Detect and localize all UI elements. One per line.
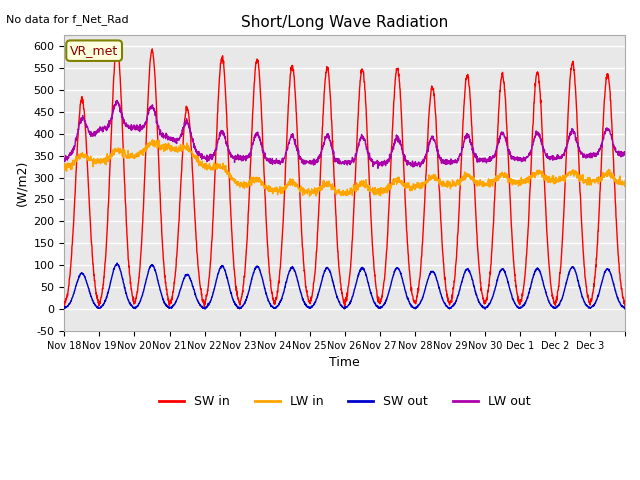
LW in bbox=[614, 178, 621, 184]
LW in bbox=[546, 177, 554, 182]
LW in bbox=[116, 145, 124, 151]
LW in bbox=[621, 178, 629, 183]
SW out bbox=[201, 306, 209, 312]
LW out bbox=[546, 156, 554, 162]
Legend: SW in, LW in, SW out, LW out: SW in, LW in, SW out, LW out bbox=[154, 390, 536, 413]
LW out bbox=[614, 150, 621, 156]
LW out bbox=[113, 97, 121, 103]
LW out bbox=[514, 158, 522, 164]
SW out bbox=[61, 305, 68, 311]
LW out bbox=[116, 109, 124, 115]
SW out bbox=[621, 306, 629, 312]
SW out bbox=[379, 303, 387, 309]
Text: VR_met: VR_met bbox=[70, 44, 118, 57]
SW out bbox=[116, 268, 124, 274]
SW in bbox=[545, 264, 553, 270]
Title: Short/Long Wave Radiation: Short/Long Wave Radiation bbox=[241, 15, 449, 30]
Line: SW in: SW in bbox=[65, 46, 625, 309]
LW in bbox=[61, 163, 68, 168]
SW in bbox=[621, 306, 629, 312]
LW in bbox=[514, 180, 522, 185]
SW in bbox=[514, 293, 522, 299]
LW out bbox=[379, 163, 387, 168]
SW out bbox=[514, 304, 522, 310]
SW out bbox=[113, 260, 121, 266]
Line: SW out: SW out bbox=[65, 263, 625, 309]
SW out bbox=[238, 304, 246, 310]
Y-axis label: (W/m2): (W/m2) bbox=[15, 160, 28, 206]
LW out bbox=[621, 149, 629, 155]
LW in bbox=[306, 193, 314, 199]
SW in bbox=[238, 295, 246, 300]
SW in bbox=[113, 43, 120, 48]
LW out bbox=[61, 158, 68, 164]
SW out bbox=[546, 300, 554, 305]
LW in bbox=[148, 137, 156, 143]
LW out bbox=[374, 166, 382, 171]
SW in bbox=[613, 235, 621, 241]
Line: LW out: LW out bbox=[65, 100, 625, 168]
Line: LW in: LW in bbox=[65, 140, 625, 196]
X-axis label: Time: Time bbox=[330, 356, 360, 369]
LW in bbox=[379, 186, 387, 192]
SW out bbox=[614, 295, 621, 301]
SW in bbox=[379, 290, 387, 296]
SW in bbox=[61, 305, 68, 311]
Text: No data for f_Net_Rad: No data for f_Net_Rad bbox=[6, 14, 129, 25]
SW in bbox=[116, 84, 124, 90]
LW out bbox=[238, 158, 246, 164]
LW in bbox=[238, 182, 246, 188]
